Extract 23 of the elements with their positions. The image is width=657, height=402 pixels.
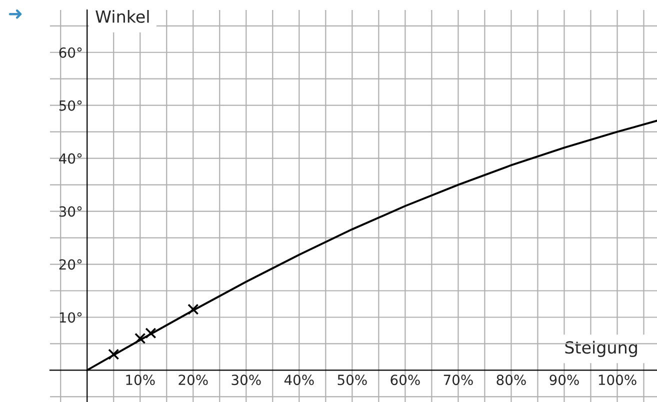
x-tick-label: 90% xyxy=(550,374,579,386)
y-axis-title: Winkel xyxy=(96,10,149,23)
x-tick-label: 80% xyxy=(496,374,526,386)
y-tick-label: 10° xyxy=(60,312,82,323)
y-tick-label: 50° xyxy=(59,100,82,111)
x-tick-label: 60% xyxy=(390,374,420,386)
x-tick-label: 50% xyxy=(338,374,367,386)
point xyxy=(145,328,156,339)
y-tick-label: 60° xyxy=(59,47,82,58)
text: ➜ xyxy=(8,9,22,19)
x-tick-label: 10% xyxy=(126,374,155,386)
x-tick-label: 20% xyxy=(178,374,208,386)
point xyxy=(188,304,199,315)
point xyxy=(108,348,120,360)
x-tick-label: 70% xyxy=(444,374,473,386)
y-tick-label: 20° xyxy=(59,259,82,270)
point xyxy=(134,332,146,344)
y-tick-label: 30° xyxy=(59,206,82,217)
y-tick-label: 40° xyxy=(59,153,82,164)
x-tick-label: 100% xyxy=(598,374,636,386)
x-tick-label: 40% xyxy=(284,374,314,386)
x-tick-label: 30% xyxy=(232,374,261,386)
x-axis-title: Steigung xyxy=(565,340,637,357)
